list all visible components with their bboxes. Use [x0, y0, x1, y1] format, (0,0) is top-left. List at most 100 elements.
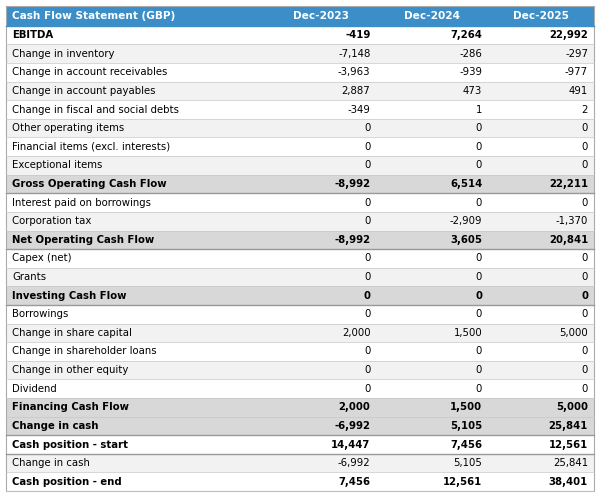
- Bar: [488, 231, 594, 249]
- Bar: [488, 417, 594, 435]
- Bar: [6, 26, 265, 45]
- Text: 0: 0: [581, 197, 588, 208]
- Text: 0: 0: [581, 253, 588, 263]
- Text: Dividend: Dividend: [12, 384, 57, 394]
- Text: 0: 0: [476, 253, 482, 263]
- Text: 0: 0: [476, 384, 482, 394]
- Bar: [265, 323, 376, 342]
- Bar: [488, 398, 594, 417]
- Text: 5,105: 5,105: [453, 458, 482, 468]
- Text: -1,370: -1,370: [556, 216, 588, 226]
- Bar: [265, 6, 376, 26]
- Text: 0: 0: [581, 272, 588, 282]
- Bar: [376, 342, 488, 361]
- Bar: [6, 100, 265, 119]
- Bar: [488, 342, 594, 361]
- Text: -939: -939: [459, 67, 482, 77]
- Bar: [6, 268, 265, 286]
- Text: 0: 0: [476, 142, 482, 152]
- Text: 0: 0: [476, 123, 482, 133]
- Text: 2,000: 2,000: [338, 402, 370, 412]
- Text: 12,561: 12,561: [549, 439, 588, 449]
- Text: 5,000: 5,000: [559, 328, 588, 338]
- Bar: [6, 231, 265, 249]
- Bar: [265, 63, 376, 82]
- Bar: [6, 342, 265, 361]
- Text: Change in inventory: Change in inventory: [12, 49, 115, 59]
- Bar: [376, 472, 488, 491]
- Text: Dec-2025: Dec-2025: [513, 11, 569, 21]
- Bar: [265, 454, 376, 472]
- Text: 491: 491: [569, 86, 588, 96]
- Bar: [488, 379, 594, 398]
- Bar: [6, 398, 265, 417]
- Text: 1: 1: [476, 105, 482, 115]
- Text: 0: 0: [364, 347, 370, 357]
- Text: Change in other equity: Change in other equity: [12, 365, 128, 375]
- Text: 0: 0: [364, 160, 370, 170]
- Bar: [265, 231, 376, 249]
- Text: 0: 0: [581, 142, 588, 152]
- Text: Change in shareholder loans: Change in shareholder loans: [12, 347, 157, 357]
- Text: Interest paid on borrowings: Interest paid on borrowings: [12, 197, 151, 208]
- Bar: [376, 6, 488, 26]
- Text: 0: 0: [581, 291, 588, 301]
- Text: 0: 0: [364, 253, 370, 263]
- Bar: [488, 193, 594, 212]
- Bar: [376, 435, 488, 454]
- Text: 20,841: 20,841: [549, 235, 588, 245]
- Text: 0: 0: [476, 197, 482, 208]
- Text: Gross Operating Cash Flow: Gross Operating Cash Flow: [12, 179, 167, 189]
- Text: 5,105: 5,105: [450, 421, 482, 431]
- Text: Change in account receivables: Change in account receivables: [12, 67, 167, 77]
- Text: 25,841: 25,841: [548, 421, 588, 431]
- Bar: [6, 323, 265, 342]
- Text: -6,992: -6,992: [334, 421, 370, 431]
- Text: 0: 0: [364, 365, 370, 375]
- Bar: [488, 472, 594, 491]
- Text: Corporation tax: Corporation tax: [12, 216, 91, 226]
- Bar: [6, 454, 265, 472]
- Text: 0: 0: [364, 384, 370, 394]
- Text: Financing Cash Flow: Financing Cash Flow: [12, 402, 129, 412]
- Text: Dec-2024: Dec-2024: [404, 11, 460, 21]
- Text: 7,456: 7,456: [450, 439, 482, 449]
- Text: 5,000: 5,000: [556, 402, 588, 412]
- Bar: [376, 249, 488, 268]
- Text: Investing Cash Flow: Investing Cash Flow: [12, 291, 127, 301]
- Bar: [265, 398, 376, 417]
- Text: -419: -419: [345, 30, 370, 40]
- Text: Financial items (excl. interests): Financial items (excl. interests): [12, 142, 170, 152]
- Text: -3,963: -3,963: [338, 67, 370, 77]
- Text: Borrowings: Borrowings: [12, 309, 68, 319]
- Bar: [488, 435, 594, 454]
- Bar: [376, 417, 488, 435]
- Text: 0: 0: [581, 123, 588, 133]
- Bar: [488, 6, 594, 26]
- Bar: [488, 454, 594, 472]
- Bar: [488, 82, 594, 100]
- Text: 0: 0: [581, 160, 588, 170]
- Bar: [265, 175, 376, 193]
- Bar: [6, 45, 265, 63]
- Text: Change in account payables: Change in account payables: [12, 86, 155, 96]
- Text: 22,211: 22,211: [549, 179, 588, 189]
- Text: 0: 0: [364, 216, 370, 226]
- Bar: [6, 379, 265, 398]
- Text: 25,841: 25,841: [553, 458, 588, 468]
- Bar: [265, 361, 376, 379]
- Bar: [488, 305, 594, 323]
- Bar: [265, 286, 376, 305]
- Text: 0: 0: [476, 347, 482, 357]
- Bar: [6, 305, 265, 323]
- Bar: [376, 231, 488, 249]
- Bar: [376, 268, 488, 286]
- Bar: [488, 361, 594, 379]
- Text: Net Operating Cash Flow: Net Operating Cash Flow: [12, 235, 154, 245]
- Text: 0: 0: [476, 365, 482, 375]
- Text: 0: 0: [364, 123, 370, 133]
- Bar: [265, 100, 376, 119]
- Bar: [488, 249, 594, 268]
- Bar: [488, 268, 594, 286]
- Text: 12,561: 12,561: [443, 477, 482, 487]
